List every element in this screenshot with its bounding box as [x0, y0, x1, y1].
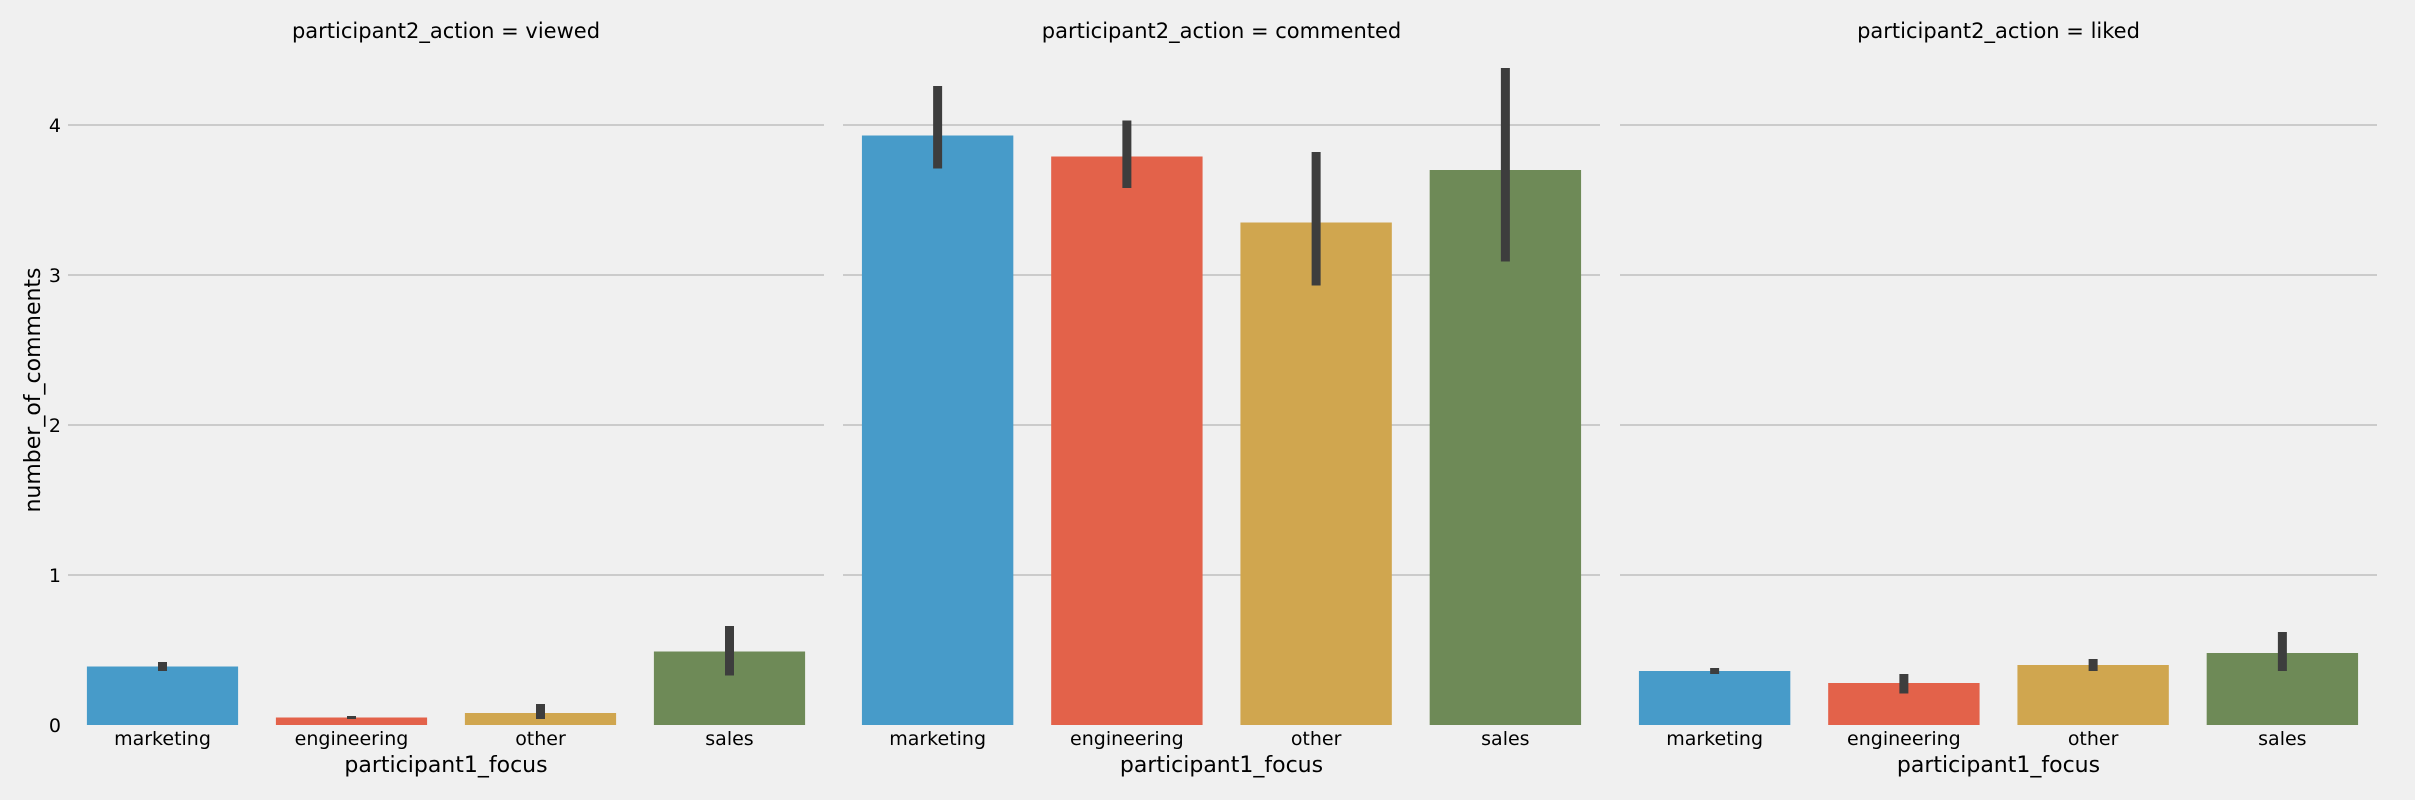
bar: [1051, 156, 1203, 725]
x-tick-label: sales: [2258, 728, 2306, 750]
x-tick-label: engineering: [1070, 728, 1184, 750]
x-tick-label: sales: [705, 728, 753, 750]
x-axis-label: participant1_focus: [1120, 753, 1323, 778]
x-axis-label: participant1_focus: [1897, 753, 2100, 778]
bar: [861, 135, 1014, 725]
bar: [2017, 665, 2169, 725]
bar: [275, 717, 428, 725]
y-tick-label: 4: [49, 115, 61, 137]
bar: [1240, 222, 1392, 725]
y-tick-label: 3: [49, 265, 61, 287]
x-tick-label: engineering: [295, 728, 409, 750]
x-tick-label: sales: [1481, 728, 1529, 750]
x-tick-label: other: [2068, 728, 2119, 750]
x-axis-label: participant1_focus: [344, 753, 547, 778]
x-tick-label: engineering: [1847, 728, 1961, 750]
y-tick-label: 0: [49, 715, 61, 737]
x-tick-label: other: [1291, 728, 1342, 750]
y-tick-label: 2: [49, 415, 61, 437]
x-tick-label: marketing: [1666, 728, 1763, 750]
x-tick-label: marketing: [889, 728, 986, 750]
bar: [86, 666, 239, 725]
facet-title: participant2_action = viewed: [292, 19, 600, 44]
x-tick-label: marketing: [114, 728, 211, 750]
bar: [1429, 170, 1582, 725]
x-tick-label: other: [515, 728, 566, 750]
y-axis-label: number_of_comments: [21, 267, 46, 512]
y-tick-label: 1: [49, 565, 61, 587]
bar: [1638, 671, 1791, 725]
facet-title: participant2_action = liked: [1857, 19, 2140, 44]
facet-title: participant2_action = commented: [1042, 19, 1402, 44]
